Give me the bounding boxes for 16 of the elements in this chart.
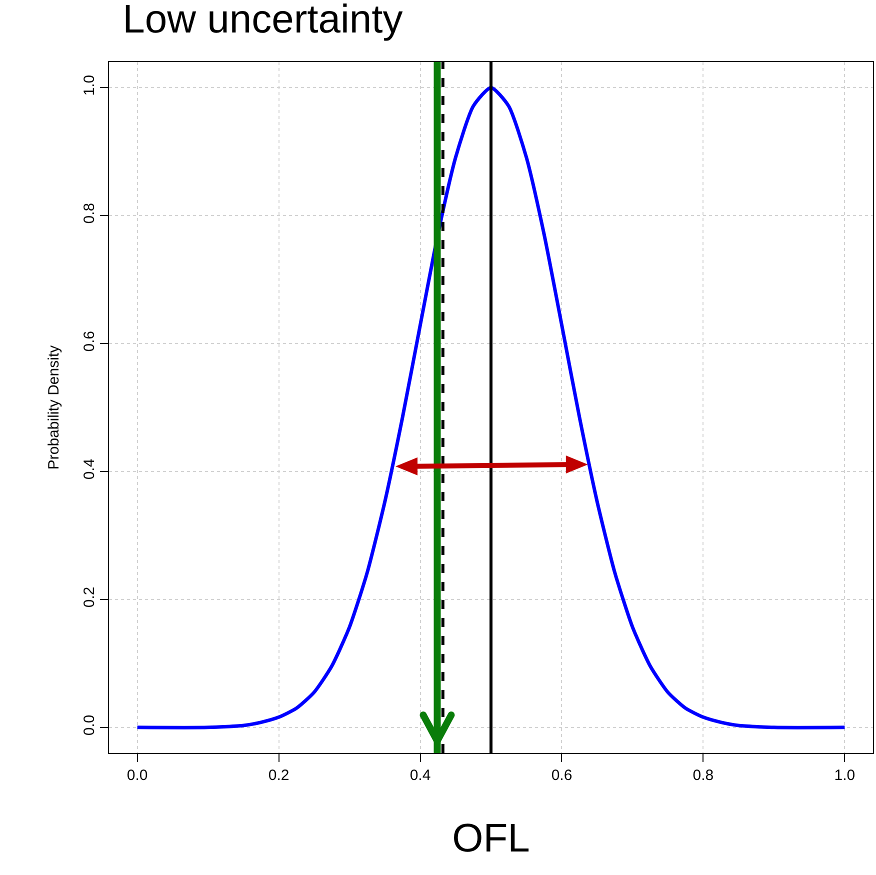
x-tick-label: 0.8	[692, 767, 714, 784]
y-tick-label: 0.8	[81, 202, 98, 224]
x-axis-title: OFL	[452, 816, 530, 860]
y-tick-label: 0.4	[81, 458, 98, 480]
y-tick-label: 1.0	[81, 74, 98, 96]
y-tick-label: 0.6	[81, 330, 98, 352]
x-tick-label: 1.0	[834, 767, 856, 784]
y-tick-label: 0.2	[81, 586, 98, 608]
y-axis-title: Probability Density	[45, 344, 62, 470]
x-tick-label: 0.4	[410, 767, 431, 784]
x-tick-label: 0.2	[268, 767, 290, 784]
y-tick-label: 0.0	[81, 714, 98, 736]
chart-title: Low uncertainty	[122, 0, 403, 42]
x-tick-label: 0.6	[551, 767, 572, 784]
line-series	[136, 86, 846, 730]
x-tick-label: 0.0	[126, 767, 148, 784]
